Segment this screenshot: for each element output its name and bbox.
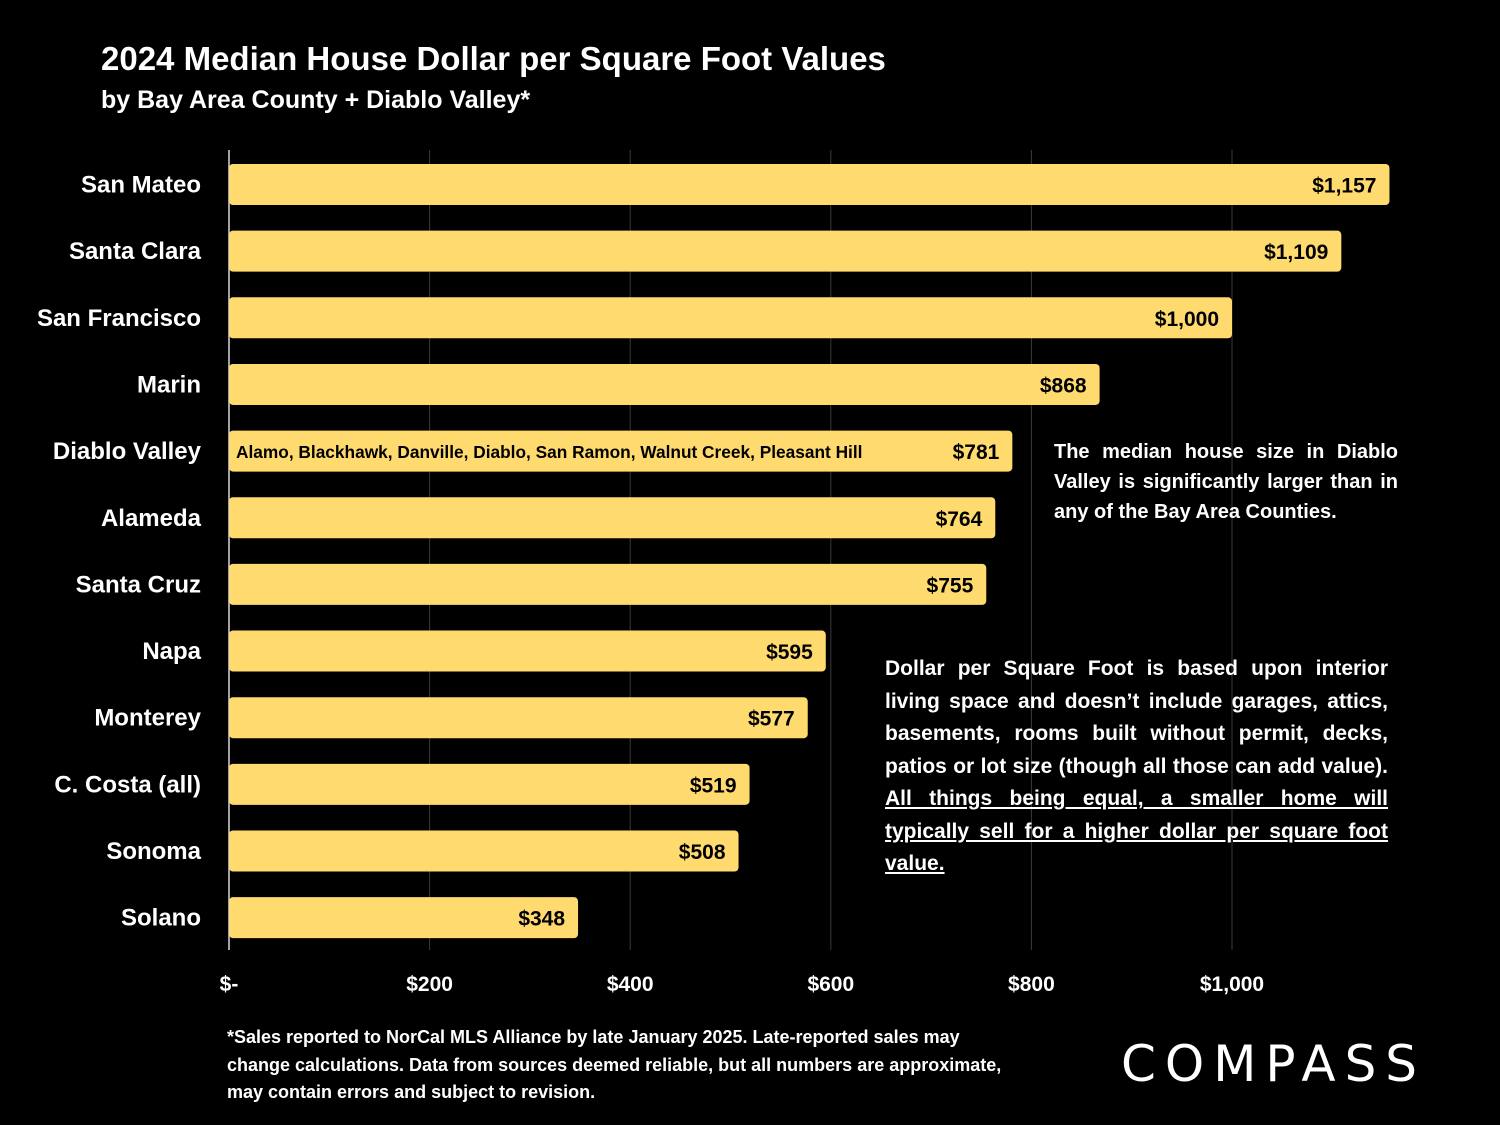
x-tick-label-4: $800	[1008, 973, 1055, 996]
data-label-8: $577	[748, 708, 795, 731]
data-label-1: $1,109	[1264, 241, 1328, 264]
data-label-4: $781	[953, 441, 1000, 464]
bar-3	[229, 363, 1100, 405]
data-label-9: $519	[690, 774, 737, 797]
data-label-3: $868	[1040, 374, 1087, 397]
bar-10	[229, 830, 739, 872]
dollar-per-sqft-emphasis: All things being equal, a smaller home w…	[885, 787, 1388, 875]
chart-subtitle: by Bay Area County + Diablo Valley*	[101, 86, 531, 114]
category-label-7: Napa	[142, 638, 201, 665]
bar-11	[229, 897, 579, 939]
bar-7	[229, 630, 826, 672]
bar-6	[229, 563, 987, 605]
x-tick-label-5: $1,000	[1200, 973, 1264, 996]
bar-1	[229, 230, 1342, 272]
category-label-6: Santa Cruz	[76, 571, 201, 598]
category-label-8: Monterey	[94, 705, 201, 732]
house-size-note: The median house size in Diablo Valley i…	[1054, 441, 1398, 523]
compass-logo: COMPASS	[1121, 1035, 1427, 1093]
x-tick-label-1: $200	[406, 973, 453, 996]
category-label-3: Marin	[137, 371, 201, 398]
x-tick-label-2: $400	[607, 973, 654, 996]
category-label-0: San Mateo	[81, 172, 201, 199]
category-label-5: Alameda	[101, 505, 202, 532]
bar-9	[229, 763, 750, 805]
bar-2	[229, 297, 1232, 339]
bar-0	[229, 164, 1390, 205]
bar-4	[229, 430, 1013, 472]
category-label-4: Diablo Valley	[53, 438, 202, 465]
category-label-2: San Francisco	[37, 305, 201, 332]
data-label-10: $508	[679, 841, 726, 864]
data-label-11: $348	[518, 908, 565, 931]
chart-title: 2024 Median House Dollar per Square Foot…	[101, 40, 886, 77]
x-tick-label-3: $600	[807, 973, 854, 996]
data-label-5: $764	[936, 508, 983, 531]
footnote: *Sales reported to NorCal MLS Alliance b…	[227, 1027, 1002, 1102]
category-label-9: C. Costa (all)	[54, 771, 201, 798]
data-label-2: $1,000	[1155, 308, 1219, 331]
category-label-10: Sonoma	[106, 838, 201, 865]
dollar-per-sqft-note: Dollar per Square Foot is based upon int…	[885, 653, 1388, 881]
x-tick-label-0: $-	[220, 973, 239, 996]
bar-8	[229, 697, 808, 739]
data-label-0: $1,157	[1312, 175, 1376, 198]
data-label-7: $595	[766, 641, 813, 664]
dollar-per-sqft-intro: Dollar per Square Foot is based upon int…	[885, 657, 1388, 778]
category-label-1: Santa Clara	[69, 238, 202, 265]
category-label-11: Solano	[121, 905, 201, 932]
bar-5	[229, 497, 996, 539]
bar-annotation-0: Alamo, Blackhawk, Danville, Diablo, San …	[236, 442, 862, 462]
data-label-6: $755	[927, 574, 974, 597]
